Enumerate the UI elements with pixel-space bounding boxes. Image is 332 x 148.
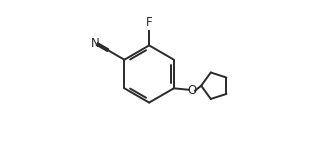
Text: N: N [91,37,100,50]
Text: O: O [187,84,197,97]
Text: F: F [146,16,152,29]
